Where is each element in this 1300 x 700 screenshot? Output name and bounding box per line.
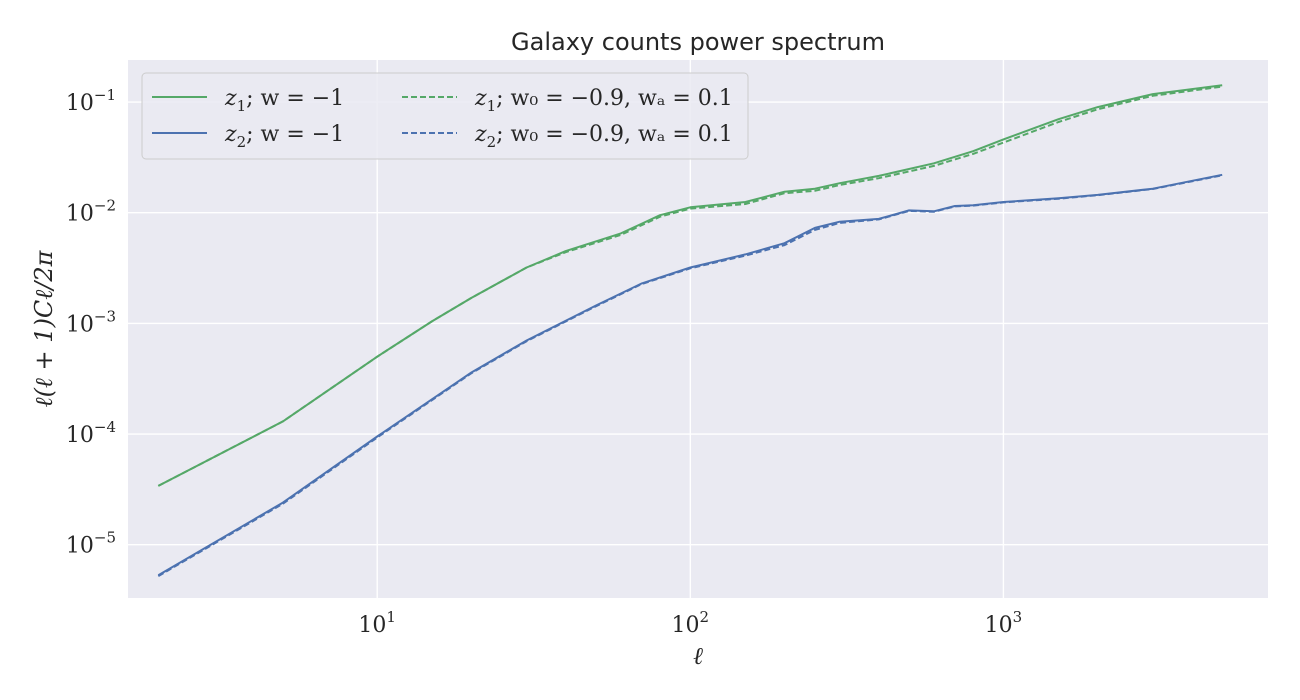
y-tick-label: 10−3 [66, 307, 116, 337]
y-tick-label: 10−2 [66, 197, 116, 227]
legend-frame [141, 72, 749, 160]
legend: z1; w = −1 z2; w = −1 z1; w₀ = −0.9, wₐ = … [141, 72, 749, 160]
x-axis-label: ℓ [693, 642, 703, 670]
series-layer [157, 84, 1223, 577]
y-axis-ticks: 10−1 10−2 10−3 10−4 10−5 [66, 86, 116, 559]
legend-label: z1; w₀ = −0.9, wₐ = 0.1 [474, 86, 733, 115]
legend-label: z1; w = −1 [224, 86, 344, 115]
x-axis-ticks: 101 102 103 [358, 608, 1022, 638]
y-tick-label: 10−1 [66, 86, 116, 116]
chart-title: Galaxy counts power spectrum [511, 28, 885, 56]
series-line-4 [157, 174, 1223, 577]
y-tick-label: 10−5 [66, 529, 116, 559]
series-line-3 [157, 85, 1223, 487]
legend-label: z2; w₀ = −0.9, wₐ = 0.1 [474, 122, 733, 151]
y-tick-label: 10−4 [66, 418, 116, 448]
y-axis-label: ℓ(ℓ + 1)Cℓ/2π [30, 249, 58, 407]
legend-label: z2; w = −1 [224, 122, 344, 151]
x-tick-label: 101 [358, 608, 396, 638]
x-tick-label: 102 [672, 608, 710, 638]
x-tick-label: 103 [985, 608, 1023, 638]
